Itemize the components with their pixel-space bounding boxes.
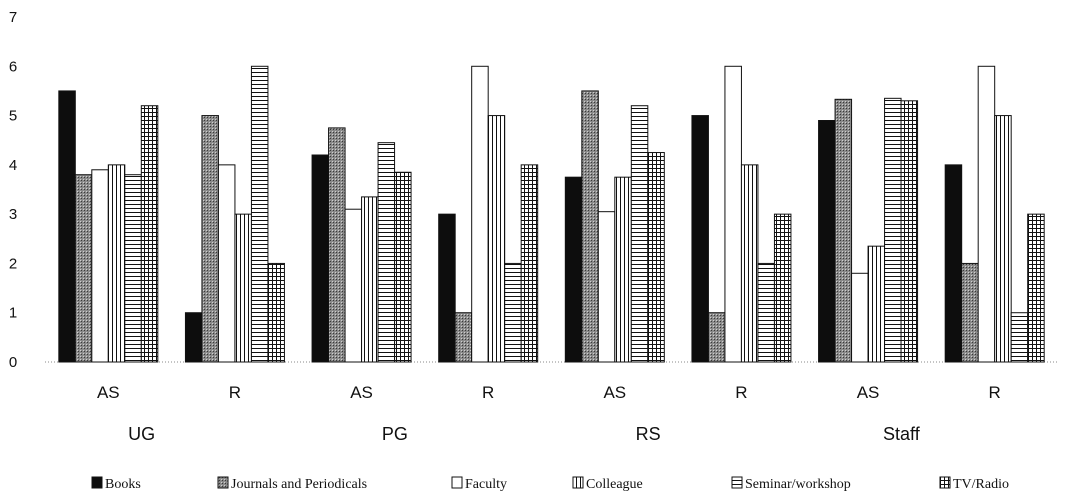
legend-item-colleague: Colleague xyxy=(572,476,643,492)
bar-books xyxy=(311,154,330,363)
legend-label: Colleague xyxy=(586,477,643,492)
legend-swatch xyxy=(451,476,463,489)
bar-tv-radio xyxy=(394,171,412,363)
bar-journals-and-periodicals xyxy=(707,312,726,363)
bar-faculty xyxy=(91,169,109,363)
bar-faculty xyxy=(597,211,616,363)
bar-journals-and-periodicals xyxy=(74,174,93,363)
legend-label: Seminar/workshop xyxy=(745,477,851,492)
bar-tv-radio xyxy=(267,262,285,363)
bar-faculty xyxy=(471,65,489,363)
bar-seminar-workshop xyxy=(757,262,775,363)
legend-item-faculty: Faculty xyxy=(451,476,507,492)
bar-journals-and-periodicals xyxy=(961,262,979,363)
bar-books xyxy=(944,164,963,363)
bar-books xyxy=(818,120,836,363)
y-tick-label: 0 xyxy=(9,354,17,371)
bar-faculty xyxy=(724,65,742,363)
x-category-label: R xyxy=(229,383,241,402)
x-category-label: AS xyxy=(97,383,120,402)
legend-item-tv-radio: TV/Radio xyxy=(939,476,1009,492)
y-tick-label: 3 xyxy=(9,206,17,223)
bar-books xyxy=(438,213,456,363)
y-tick-label: 1 xyxy=(9,305,17,322)
legend-label: Journals and Periodicals xyxy=(231,477,367,492)
legend-swatch xyxy=(939,476,951,489)
legend-swatch xyxy=(731,476,743,489)
bar-tv-radio xyxy=(900,100,919,363)
bar-seminar-workshop xyxy=(1010,312,1029,363)
bar-journals-and-periodicals xyxy=(201,115,219,363)
bar-faculty xyxy=(851,272,869,363)
x-category-label: R xyxy=(989,383,1001,402)
legend-item-books: Books xyxy=(91,476,141,492)
bar-tv-radio xyxy=(1027,213,1045,363)
legend-label: Books xyxy=(105,477,141,492)
bars-layer xyxy=(58,65,1045,363)
bar-journals-and-periodicals xyxy=(834,98,853,363)
legend-label: TV/Radio xyxy=(953,477,1009,492)
bar-seminar-workshop xyxy=(377,142,396,363)
bar-faculty xyxy=(217,164,236,363)
x-category-label: AS xyxy=(603,383,626,402)
bar-tv-radio xyxy=(140,105,159,363)
bar-colleague xyxy=(994,115,1012,363)
bar-colleague xyxy=(234,213,252,363)
legend-item-journals-and-periodicals: Journals and Periodicals xyxy=(217,476,367,492)
labels-layer: 0 1 2 3 4 5 6 7 AS R AS R AS R AS R UG PG RS Staff xyxy=(9,9,1001,444)
bar-seminar-workshop xyxy=(124,174,142,363)
bar-books xyxy=(58,90,76,363)
bar-colleague xyxy=(740,164,759,363)
bar-colleague xyxy=(614,176,632,363)
bar-tv-radio xyxy=(520,164,539,363)
bar-seminar-workshop xyxy=(884,97,902,363)
bar-journals-and-periodicals xyxy=(581,90,599,363)
bar-journals-and-periodicals xyxy=(454,312,473,363)
x-group-label: Staff xyxy=(883,424,921,444)
y-tick-label: 2 xyxy=(9,255,17,272)
x-category-label: AS xyxy=(857,383,880,402)
y-tick-label: 4 xyxy=(9,157,17,174)
bar-colleague xyxy=(867,245,886,363)
legend-item-seminar-workshop: Seminar/workshop xyxy=(731,476,851,492)
legend-swatch xyxy=(572,476,584,489)
bar-faculty xyxy=(344,208,363,363)
bar-colleague xyxy=(361,196,379,363)
bar-seminar-workshop xyxy=(250,65,269,363)
bar-books xyxy=(184,312,203,363)
x-category-label: R xyxy=(735,383,747,402)
x-group-label: PG xyxy=(382,424,408,444)
x-group-label: RS xyxy=(636,424,661,444)
bar-tv-radio xyxy=(647,152,665,363)
bar-tv-radio xyxy=(773,213,792,363)
bar-colleague xyxy=(107,164,126,363)
bar-faculty xyxy=(977,65,996,363)
y-tick-label: 7 xyxy=(9,9,17,26)
bar-journals-and-periodicals xyxy=(328,127,346,363)
x-category-label: AS xyxy=(350,383,373,402)
legend: Books Journals and Periodicals Faculty Coll… xyxy=(91,476,1009,492)
legend-swatch xyxy=(217,476,229,489)
x-category-label: R xyxy=(482,383,494,402)
bar-seminar-workshop xyxy=(504,262,522,363)
bar-seminar-workshop xyxy=(630,105,649,363)
bar-books xyxy=(691,115,709,363)
legend-swatch xyxy=(91,476,103,489)
legend-label: Faculty xyxy=(465,477,507,492)
bar-colleague xyxy=(487,115,506,363)
y-tick-label: 6 xyxy=(9,58,17,75)
x-group-label: UG xyxy=(128,424,155,444)
y-tick-label: 5 xyxy=(9,108,17,125)
bar-books xyxy=(564,176,583,363)
